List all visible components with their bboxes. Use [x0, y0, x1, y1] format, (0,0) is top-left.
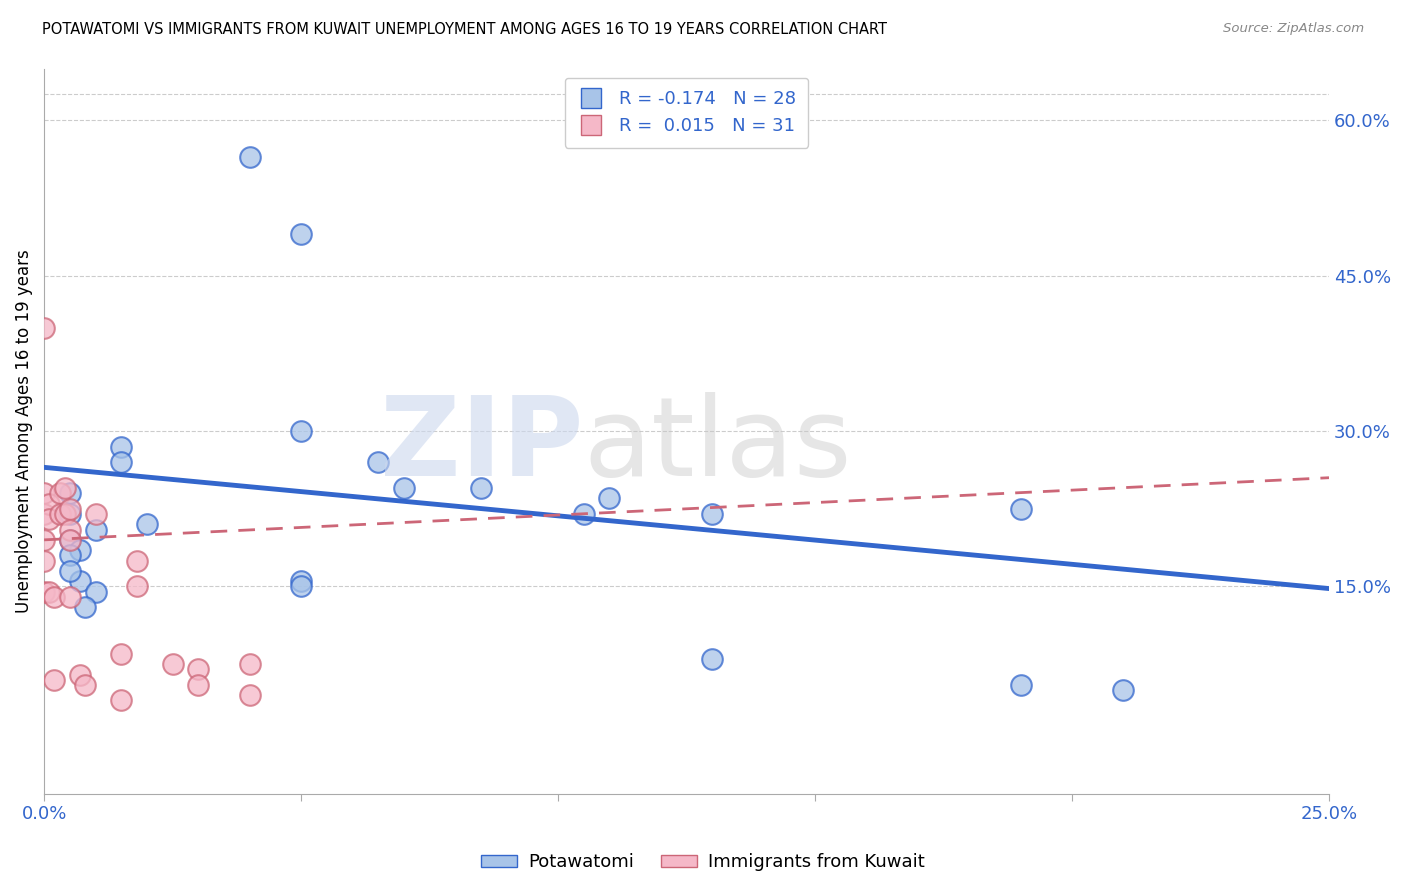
Point — [53, 507, 76, 521]
Point — [1112, 683, 1135, 698]
Point — [44, 673, 66, 687]
Point — [392, 481, 415, 495]
Point — [135, 517, 157, 532]
Point — [1010, 501, 1032, 516]
Point — [125, 553, 148, 567]
Point — [598, 491, 620, 506]
Point — [187, 678, 209, 692]
Point — [239, 150, 262, 164]
Point — [75, 600, 97, 615]
Point — [69, 543, 91, 558]
Point — [110, 455, 132, 469]
Text: POTAWATOMI VS IMMIGRANTS FROM KUWAIT UNEMPLOYMENT AMONG AGES 16 TO 19 YEARS CORR: POTAWATOMI VS IMMIGRANTS FROM KUWAIT UNE… — [42, 22, 887, 37]
Text: atlas: atlas — [583, 392, 852, 500]
Point — [38, 584, 60, 599]
Point — [187, 662, 209, 676]
Point — [125, 579, 148, 593]
Point — [59, 507, 82, 521]
Point — [59, 501, 82, 516]
Point — [702, 652, 724, 666]
Point — [48, 507, 70, 521]
Point — [110, 693, 132, 707]
Text: Source: ZipAtlas.com: Source: ZipAtlas.com — [1223, 22, 1364, 36]
Point — [59, 590, 82, 604]
Point — [59, 564, 82, 578]
Legend: R = -0.174   N = 28, R =  0.015   N = 31: R = -0.174 N = 28, R = 0.015 N = 31 — [565, 78, 808, 148]
Point — [239, 688, 262, 702]
Point — [32, 507, 55, 521]
Point — [84, 584, 107, 599]
Point — [110, 440, 132, 454]
Point — [44, 590, 66, 604]
Point — [38, 497, 60, 511]
Point — [59, 523, 82, 537]
Point — [470, 481, 492, 495]
Point — [290, 579, 312, 593]
Point — [110, 647, 132, 661]
Point — [162, 657, 184, 672]
Point — [59, 533, 82, 547]
Point — [32, 553, 55, 567]
Point — [572, 507, 595, 521]
Point — [367, 455, 389, 469]
Point — [239, 657, 262, 672]
Point — [69, 574, 91, 589]
Point — [32, 486, 55, 500]
Text: ZIP: ZIP — [381, 392, 583, 500]
Point — [53, 481, 76, 495]
Point — [59, 549, 82, 563]
Point — [32, 584, 55, 599]
Point — [290, 424, 312, 438]
Point — [59, 533, 82, 547]
Point — [69, 667, 91, 681]
Point — [290, 574, 312, 589]
Legend: Potawatomi, Immigrants from Kuwait: Potawatomi, Immigrants from Kuwait — [474, 847, 932, 879]
Point — [702, 507, 724, 521]
Point — [84, 523, 107, 537]
Point — [32, 320, 55, 334]
Point — [38, 512, 60, 526]
Point — [48, 486, 70, 500]
Point — [290, 227, 312, 242]
Point — [75, 678, 97, 692]
Point — [84, 507, 107, 521]
Y-axis label: Unemployment Among Ages 16 to 19 years: Unemployment Among Ages 16 to 19 years — [15, 249, 32, 613]
Point — [32, 533, 55, 547]
Point — [1010, 678, 1032, 692]
Point — [59, 486, 82, 500]
